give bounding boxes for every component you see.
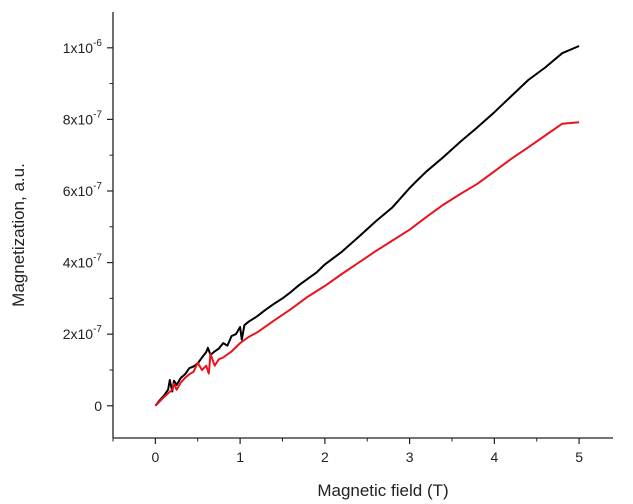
- x-tick-label: 0: [151, 449, 159, 465]
- x-tick-label: 3: [406, 449, 414, 465]
- y-ticks: 0 2x10-7 4x10-7 6x10-7 8x10-7 1x10-6: [63, 38, 113, 414]
- series-line-black: [154, 45, 580, 407]
- x-axis-title: Magnetic field (T): [317, 481, 448, 500]
- y-tick-label: 2x10-7: [63, 324, 103, 342]
- y-axis-title: Magnetization, a.u.: [9, 163, 28, 307]
- y-tick-label: 6x10-7: [63, 181, 103, 199]
- x-tick-label: 4: [490, 449, 498, 465]
- y-tick-label: 0: [94, 398, 102, 414]
- y-tick-label: 8x10-7: [63, 109, 103, 127]
- x-ticks: 0 1 2 3 4 5: [112, 438, 583, 465]
- y-tick-label: 1x10-6: [63, 38, 103, 56]
- x-tick-label: 1: [236, 449, 244, 465]
- series-line-red: [154, 121, 580, 407]
- axes-layer: [112, 12, 613, 439]
- y-tick-label: 4x10-7: [63, 253, 103, 271]
- x-tick-label: 5: [575, 449, 583, 465]
- x-tick-label: 2: [321, 449, 329, 465]
- series-layer: [154, 45, 580, 407]
